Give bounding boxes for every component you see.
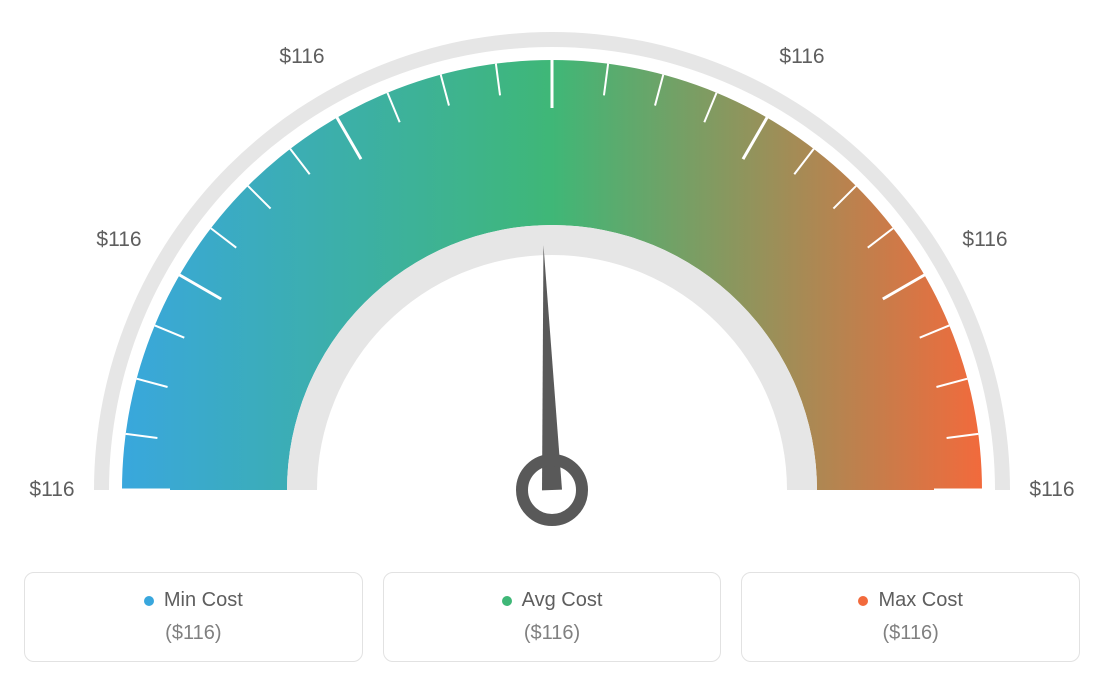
legend-value: ($116) (394, 622, 711, 645)
gauge-tick-label: $116 (962, 228, 1007, 252)
legend-value: ($116) (752, 622, 1069, 645)
gauge-tick-label: $116 (29, 478, 74, 502)
legend-row: Min Cost ($116) Avg Cost ($116) Max Cost… (0, 552, 1104, 690)
gauge-tick-label: $116 (1029, 478, 1074, 502)
dot-icon (144, 596, 154, 606)
gauge-tick-label: $116 (529, 0, 574, 2)
gauge-tick-label: $116 (779, 45, 824, 69)
gauge-chart: $116 $116 $116 $116 $116 $116 $116 (0, 0, 1104, 560)
dot-icon (502, 596, 512, 606)
legend-card-min: Min Cost ($116) (24, 572, 363, 662)
legend-label: Min Cost (164, 589, 243, 612)
gauge-tick-label: $116 (96, 228, 141, 252)
legend-card-max: Max Cost ($116) (741, 572, 1080, 662)
gauge-tick-label: $116 (279, 45, 324, 69)
dot-icon (858, 596, 868, 606)
legend-card-avg: Avg Cost ($116) (383, 572, 722, 662)
legend-value: ($116) (35, 622, 352, 645)
legend-label: Max Cost (878, 589, 962, 612)
legend-label: Avg Cost (522, 589, 603, 612)
